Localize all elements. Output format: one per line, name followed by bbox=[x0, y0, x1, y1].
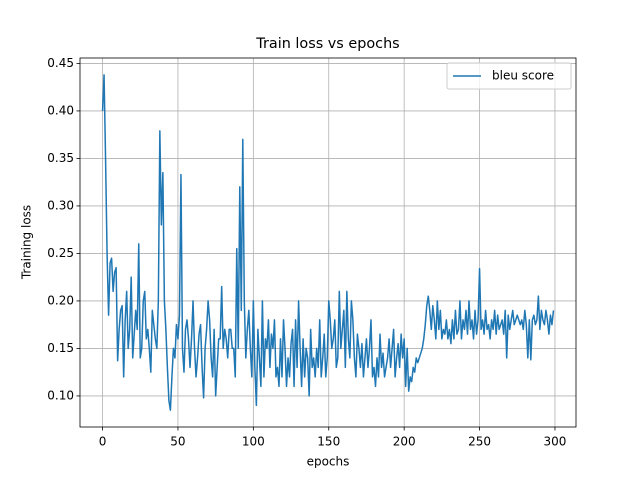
x-tick-label: 100 bbox=[242, 435, 265, 449]
y-axis-label: Training loss bbox=[20, 205, 34, 280]
legend-box bbox=[446, 62, 572, 90]
x-tick-label: 150 bbox=[317, 435, 340, 449]
axes-frame bbox=[79, 57, 577, 428]
x-tick-label: 200 bbox=[393, 435, 416, 449]
y-tick-label: 0.40 bbox=[47, 103, 74, 117]
x-tick-label: 0 bbox=[99, 435, 107, 449]
y-tick-label: 0.25 bbox=[47, 246, 74, 260]
x-tick-label: 50 bbox=[170, 435, 185, 449]
chart-title: Train loss vs epochs bbox=[255, 36, 399, 52]
y-tick-label: 0.10 bbox=[47, 388, 74, 402]
x-tick-label: 250 bbox=[468, 435, 491, 449]
y-tick-label: 0.35 bbox=[47, 151, 74, 165]
y-tick-label: 0.15 bbox=[47, 341, 74, 355]
y-tick-label: 0.30 bbox=[47, 198, 74, 212]
y-tick-label: 0.20 bbox=[47, 293, 74, 307]
y-tick-label: 0.45 bbox=[47, 56, 74, 70]
legend-label: bleu score bbox=[492, 69, 554, 83]
x-tick-label: 300 bbox=[544, 435, 567, 449]
data-line bbox=[101, 74, 555, 411]
x-axis-label: epochs bbox=[307, 455, 350, 469]
